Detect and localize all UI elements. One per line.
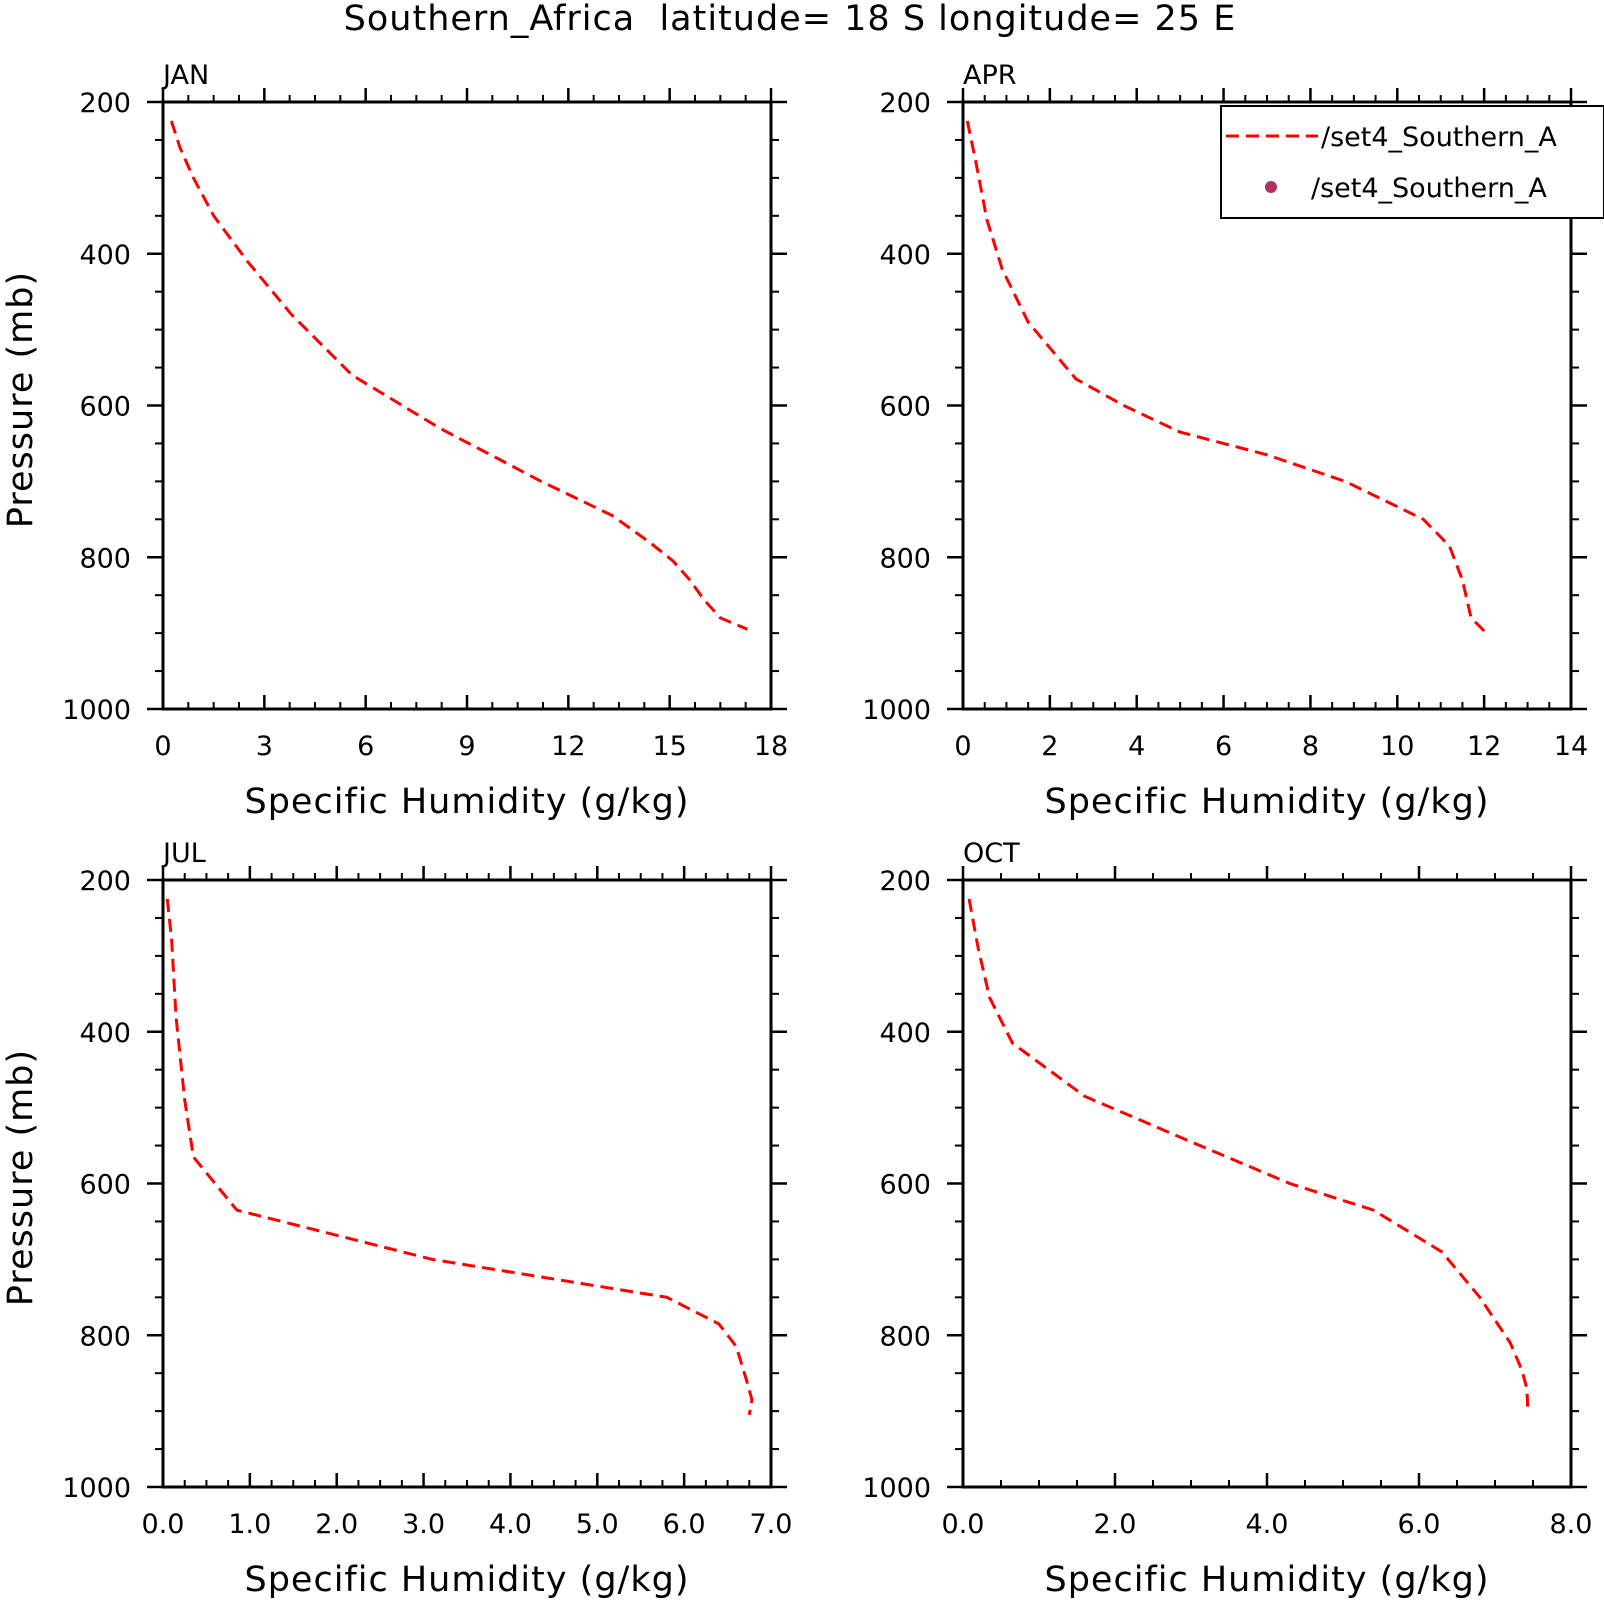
figure-title: Southern_Africa latitude= 18 S longitude… [344, 0, 1237, 39]
y-tick-label: 400 [79, 240, 131, 271]
y-tick-label: 200 [879, 866, 931, 897]
x-tick-label: 0 [154, 731, 171, 762]
x-tick-label: 8 [1302, 731, 1319, 762]
y-tick-label: 800 [879, 543, 931, 574]
y-tick-label: 1000 [62, 695, 131, 726]
x-tick-label: 5.0 [576, 1509, 619, 1540]
y-tick-label: 800 [79, 543, 131, 574]
x-tick-label: 4 [1128, 731, 1145, 762]
y-tick-label: 400 [79, 1018, 131, 1049]
x-tick-label: 3.0 [402, 1509, 445, 1540]
x-tick-label: 15 [652, 731, 686, 762]
x-tick-label: 0.0 [142, 1509, 185, 1540]
y-tick-label: 1000 [62, 1473, 131, 1504]
x-tick-label: 2.0 [1094, 1509, 1137, 1540]
series-line-oct-0 [967, 898, 1530, 1408]
x-tick-label: 12 [551, 731, 585, 762]
y-axis-title: Pressure (mb) [1, 1049, 41, 1306]
series-line-jan-0 [169, 120, 748, 631]
y-tick-label: 600 [879, 392, 931, 423]
y-tick-label: 200 [79, 866, 131, 897]
x-axis-title: Specific Humidity (g/kg) [245, 782, 690, 822]
x-tick-label: 2 [1041, 731, 1058, 762]
y-tick-label: 1000 [862, 695, 931, 726]
y-axis-title: Pressure (mb) [1, 271, 41, 528]
panel-title: JUL [161, 838, 206, 869]
y-tick-label: 1000 [862, 1473, 931, 1504]
panel-title: OCT [963, 838, 1020, 869]
y-tick-label: 400 [879, 240, 931, 271]
y-tick-label: 800 [879, 1321, 931, 1352]
x-tick-label: 12 [1467, 731, 1501, 762]
y-tick-label: 600 [879, 1170, 931, 1201]
x-tick-label: 6 [1215, 731, 1232, 762]
x-tick-label: 14 [1554, 731, 1588, 762]
x-tick-label: 0.0 [942, 1509, 985, 1540]
y-tick-label: 800 [79, 1321, 131, 1352]
x-tick-label: 7.0 [750, 1509, 793, 1540]
x-tick-label: 4.0 [1246, 1509, 1289, 1540]
x-tick-label: 8.0 [1550, 1509, 1593, 1540]
y-tick-label: 200 [879, 88, 931, 119]
x-tick-label: 9 [458, 731, 475, 762]
x-tick-label: 10 [1380, 731, 1414, 762]
x-tick-label: 4.0 [489, 1509, 532, 1540]
x-tick-label: 6 [357, 731, 374, 762]
x-tick-label: 6.0 [663, 1509, 706, 1540]
panel-oct: 0.0 2.0 4.0 6.0 8.0 200 400 600 800 1000 OCT Specif… [862, 838, 1592, 1600]
panel-title: APR [963, 60, 1017, 91]
x-tick-label: 2.0 [315, 1509, 358, 1540]
x-tick-label: 3 [256, 731, 273, 762]
series-line-apr-0 [965, 120, 1488, 635]
plot-frame [961, 878, 1573, 1489]
plot-frame [161, 878, 773, 1489]
x-tick-label: 18 [754, 731, 788, 762]
x-axis-title: Specific Humidity (g/kg) [1045, 1560, 1490, 1600]
panel-jan: 0 3 6 9 12 15 18 200 400 600 800 1000 JAN Specific Hu… [1, 60, 788, 822]
y-tick-label: 400 [879, 1018, 931, 1049]
legend-label-marker: /set4_Southern_A [1311, 173, 1547, 204]
panels: 0 3 6 9 12 15 18 200 400 600 800 1000 JAN Specific Hu… [1, 60, 1592, 1600]
x-axis-title: Specific Humidity (g/kg) [245, 1560, 690, 1600]
y-tick-label: 200 [79, 88, 131, 119]
y-tick-label: 600 [79, 1170, 131, 1201]
x-tick-label: 6.0 [1398, 1509, 1441, 1540]
plot-frame [161, 100, 773, 711]
x-axis-title: Specific Humidity (g/kg) [1045, 782, 1490, 822]
legend-label-line: /set4_Southern_A [1321, 122, 1557, 153]
panel-jul: 0.0 1.0 2.0 3.0 4.0 5.0 6.0 7.0 200 400 600 800 1000… [1, 838, 792, 1600]
x-tick-label: 1.0 [228, 1509, 271, 1540]
legend-marker-swatch [1265, 181, 1277, 193]
series-line-jul-0 [165, 898, 754, 1416]
x-tick-label: 0 [954, 731, 971, 762]
panel-title: JAN [161, 60, 209, 91]
legend-box [1220, 105, 1604, 219]
y-tick-label: 600 [79, 392, 131, 423]
legend: /set4_Southern_A /set4_Southern_A [1220, 105, 1604, 219]
panel-apr: 0 2 4 6 8 10 12 14 200 400 600 800 1000 APR Specific H… [862, 60, 1588, 822]
